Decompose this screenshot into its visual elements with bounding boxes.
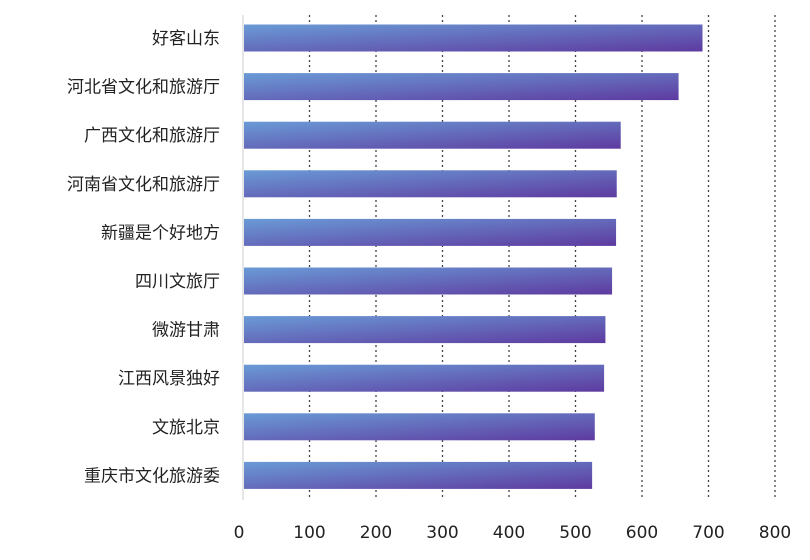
x-tick-label: 100 — [293, 523, 325, 543]
category-labels: 好客山东河北省文化和旅游厅广西文化和旅游厅河南省文化和旅游厅新疆是个好地方四川文… — [67, 29, 220, 486]
x-tick-label: 700 — [692, 523, 724, 543]
bar — [244, 267, 613, 295]
bar — [244, 121, 621, 149]
category-label: 广西文化和旅游厅 — [84, 126, 220, 146]
x-tick-label: 300 — [426, 523, 458, 543]
category-label: 河南省文化和旅游厅 — [67, 175, 220, 195]
x-tick-label: 0 — [234, 523, 245, 543]
bars — [244, 24, 703, 489]
bar — [244, 218, 617, 246]
bar — [244, 316, 606, 344]
category-label: 河北省文化和旅游厅 — [67, 78, 220, 98]
bar — [244, 73, 679, 101]
category-label: 好客山东 — [152, 29, 220, 49]
category-label: 四川文旅厅 — [135, 272, 220, 292]
bar — [244, 24, 703, 52]
x-tick-label: 500 — [559, 523, 591, 543]
bar — [244, 170, 617, 198]
category-label: 重庆市文化旅游委 — [84, 466, 220, 486]
x-tick-label: 800 — [759, 523, 791, 543]
category-label: 新疆是个好地方 — [101, 223, 220, 243]
x-tick-label: 200 — [360, 523, 392, 543]
bar — [244, 461, 593, 489]
category-label: 文旅北京 — [152, 418, 220, 438]
x-tick-label: 600 — [626, 523, 658, 543]
x-tick-label: 400 — [493, 523, 525, 543]
category-label: 江西风景独好 — [118, 369, 220, 389]
bar — [244, 364, 605, 392]
x-tick-labels: 0 100 200 300 400 500 600 700 800 — [234, 523, 792, 543]
bar — [244, 413, 595, 441]
category-label: 微游甘肃 — [152, 321, 220, 341]
